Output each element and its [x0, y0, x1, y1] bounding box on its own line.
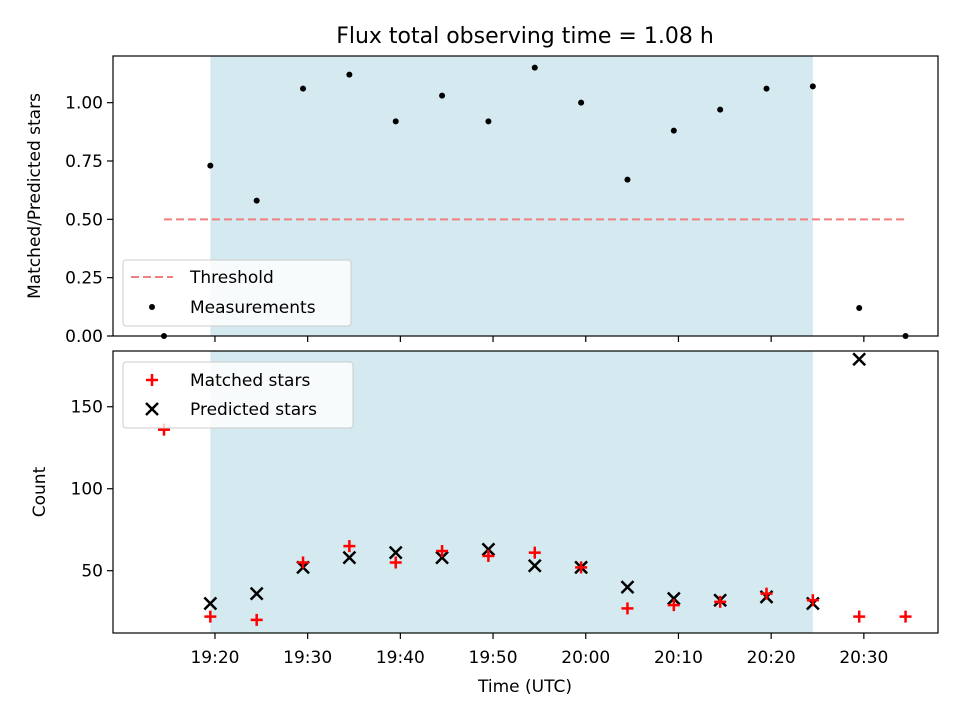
predicted-star-stroke — [620, 580, 635, 594]
measurement-point — [624, 176, 631, 183]
predicted-star-stroke — [527, 558, 542, 573]
predicted-star-point — [388, 545, 403, 560]
legend-measurements-label: Measurements — [190, 298, 316, 318]
top-x-ticks — [214, 336, 865, 342]
x-tick-label: 19:20 — [190, 648, 239, 668]
matched-star-point — [389, 556, 402, 569]
measurement-point — [763, 85, 770, 92]
matched-star-point — [760, 587, 773, 600]
predicted-star-point — [249, 586, 264, 601]
matched-star-point — [899, 610, 912, 623]
measurement-point — [207, 162, 214, 169]
measurement-point — [531, 64, 538, 71]
predicted-star-point — [481, 542, 496, 557]
top-y-axis-label: Matched/Predicted stars — [25, 93, 45, 299]
legend-matched-swatch — [146, 374, 158, 386]
measurement-point — [485, 118, 492, 125]
x-tick-label: 19:50 — [469, 648, 518, 668]
top-y-tick-label: 1.00 — [65, 94, 103, 114]
top-y-tick-label: 0.25 — [65, 269, 103, 289]
x-tick-label: 19:30 — [283, 648, 332, 668]
matched-star-point — [528, 546, 541, 559]
predicted-star-stroke — [481, 542, 496, 557]
top-legend: Threshold Measurements — [122, 259, 352, 327]
measurement-point — [578, 99, 585, 106]
predicted-star-stroke — [342, 550, 357, 565]
matched-star-point — [667, 599, 680, 612]
predicted-star-point — [203, 596, 218, 611]
predicted-star-point — [527, 558, 542, 573]
matched-star-points — [157, 423, 912, 626]
matched-star-point — [575, 561, 588, 574]
top-panel: 0.00 0.25 0.50 0.75 1.00 Matched/Predicted s… — [25, 55, 939, 347]
bottom-y-axis-label: Count — [30, 466, 50, 517]
x-tick-label: 20:10 — [654, 648, 703, 668]
matched-star-point — [621, 602, 634, 615]
measurement-point — [392, 118, 399, 125]
matched-star-point — [853, 610, 866, 623]
legend-threshold-label: Threshold — [189, 268, 274, 288]
predicted-star-stroke — [435, 550, 449, 565]
bottom-y-ticks: 50 100 150 — [71, 398, 113, 582]
measurement-point — [253, 197, 260, 204]
x-tick-label: 20:20 — [747, 648, 796, 668]
predicted-star-stroke — [388, 545, 403, 560]
measurement-point — [717, 106, 724, 113]
x-tick-label: 20:30 — [839, 648, 888, 668]
matched-star-point — [250, 613, 263, 626]
legend-measurements-swatch — [149, 304, 155, 310]
matched-star-point — [806, 594, 819, 607]
predicted-star-point — [435, 550, 449, 565]
measurement-point — [856, 305, 863, 311]
matched-star-point — [714, 595, 727, 608]
top-plot-frame — [112, 55, 939, 337]
predicted-star-stroke — [249, 586, 264, 601]
bottom-y-tick-label: 150 — [71, 398, 103, 418]
top-y-tick-label: 0.50 — [65, 210, 103, 230]
legend-predicted-swatch — [145, 402, 159, 416]
matched-star-point — [204, 610, 217, 623]
predicted-star-point — [620, 580, 635, 594]
measurement-point — [346, 71, 353, 78]
matched-star-point — [482, 549, 495, 562]
bottom-panel: 50 100 150 19:20 19:30 19:40 19:50 20:00 20:10 2… — [30, 350, 939, 697]
measurement-point — [439, 92, 446, 99]
bottom-y-tick-label: 100 — [71, 480, 103, 500]
measurement-point — [670, 127, 677, 134]
top-y-tick-label: 0.75 — [65, 152, 103, 172]
matched-star-point — [297, 556, 310, 569]
predicted-star-stroke — [666, 591, 681, 606]
legend-matched-label: Matched stars — [190, 371, 310, 391]
measurement-point — [300, 85, 307, 92]
chart-title: Flux total observing time = 1.08 h — [336, 24, 714, 49]
measurement-points — [160, 64, 909, 339]
bottom-legend: Matched stars Predicted stars — [122, 361, 354, 429]
predicted-star-point — [852, 352, 867, 367]
x-tick-label: 20:00 — [561, 648, 610, 668]
top-y-tick-label: 0.00 — [65, 327, 103, 347]
legend-predicted-label: Predicted stars — [190, 400, 317, 420]
bottom-legend-box — [122, 361, 354, 429]
bottom-y-tick-label: 50 — [81, 562, 103, 582]
predicted-star-point — [666, 591, 681, 606]
measurement-point — [809, 83, 816, 90]
bottom-x-ticks: 19:20 19:30 19:40 19:50 20:00 20:10 20:20 20:30 — [190, 633, 888, 668]
predicted-star-point — [342, 550, 357, 565]
x-axis-label: Time (UTC) — [477, 677, 572, 697]
matched-star-point — [436, 545, 449, 558]
predicted-star-stroke — [852, 352, 867, 367]
matched-star-point — [343, 540, 356, 553]
top-legend-box — [122, 259, 352, 327]
top-y-ticks: 0.00 0.25 0.50 0.75 1.00 — [65, 94, 113, 347]
x-tick-label: 19:40 — [376, 648, 425, 668]
predicted-star-stroke — [203, 596, 218, 611]
bottom-plot-frame — [112, 350, 939, 634]
